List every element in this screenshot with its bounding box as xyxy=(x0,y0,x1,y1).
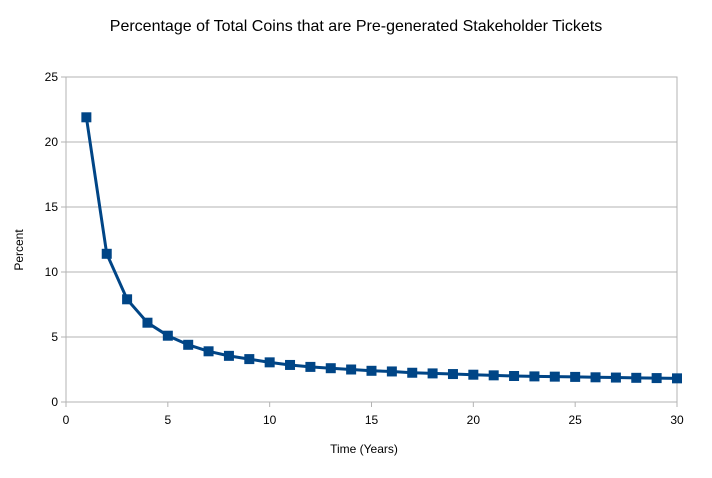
data-point xyxy=(101,248,112,259)
data-point xyxy=(81,112,92,123)
grid-lines xyxy=(66,76,677,338)
data-point xyxy=(590,372,601,383)
y-tick-label: 15 xyxy=(45,200,59,214)
data-point xyxy=(122,294,133,305)
data-series xyxy=(81,112,682,384)
data-point xyxy=(651,373,662,384)
data-point xyxy=(610,372,621,383)
y-tick-label: 0 xyxy=(51,395,58,409)
y-tick-label: 5 xyxy=(51,330,58,344)
data-point xyxy=(672,373,682,384)
data-point xyxy=(346,364,357,375)
data-point xyxy=(142,317,153,328)
chart-title: Percentage of Total Coins that are Pre-g… xyxy=(110,18,602,35)
plot-border xyxy=(65,76,678,403)
x-tick-label: 0 xyxy=(63,413,70,427)
data-point xyxy=(570,371,581,382)
data-point xyxy=(366,365,377,376)
y-tick-label: 20 xyxy=(45,135,59,149)
y-tick-label: 25 xyxy=(45,70,59,84)
data-point xyxy=(305,361,316,372)
data-point xyxy=(447,369,458,380)
data-point xyxy=(183,339,194,350)
data-point xyxy=(203,346,214,357)
x-tick-label: 10 xyxy=(263,413,277,427)
data-point xyxy=(223,350,234,361)
data-point xyxy=(631,372,642,383)
data-point xyxy=(264,357,275,368)
y-tick-label: 10 xyxy=(45,265,59,279)
data-point xyxy=(325,363,336,374)
axes xyxy=(61,76,678,407)
data-point xyxy=(162,330,173,341)
x-axis-title: Time (Years) xyxy=(330,442,398,456)
data-point xyxy=(529,371,540,382)
x-tick-label: 30 xyxy=(670,413,684,427)
data-point xyxy=(285,359,296,370)
data-point xyxy=(244,354,255,365)
x-tick-label: 25 xyxy=(568,413,582,427)
tick-labels: 0 5 10 15 20 25 0 5 10 15 20 25 30 xyxy=(45,70,684,427)
data-point xyxy=(509,371,520,381)
x-tick-label: 20 xyxy=(467,413,481,427)
data-point xyxy=(468,369,479,380)
x-tick-label: 5 xyxy=(164,413,171,427)
y-axis-title: Percent xyxy=(12,229,26,271)
data-point xyxy=(427,368,438,379)
data-point xyxy=(386,366,397,377)
data-point xyxy=(407,367,418,378)
series-line xyxy=(84,117,678,380)
data-point xyxy=(549,371,560,382)
data-point xyxy=(488,370,499,381)
x-tick-label: 15 xyxy=(365,413,379,427)
